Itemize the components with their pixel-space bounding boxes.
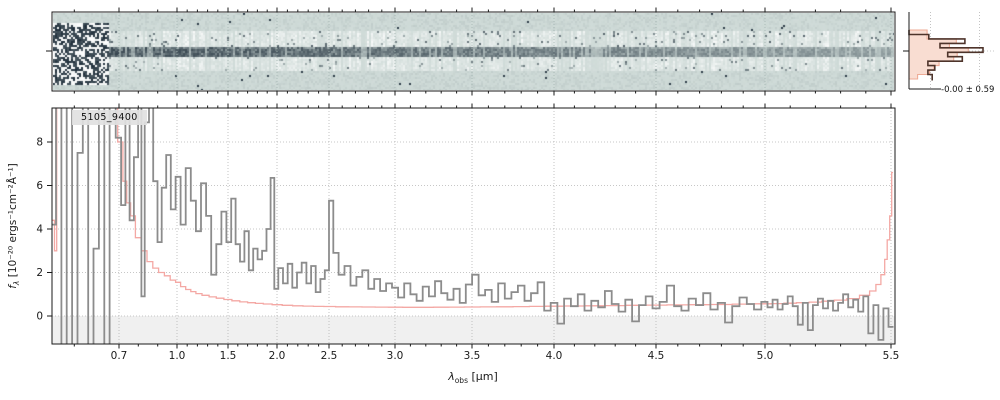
tick-labels: 0.7 1.0 1.5 2.0 2.5 3.0 3.5 4.0 4.5 5.0 5.5 0 2 4 6 8: [36, 137, 899, 362]
x-tick-label: 3.0: [387, 350, 404, 362]
x-axis-label-subscript: obs: [454, 376, 468, 386]
hist-data-line: [908, 30, 984, 81]
hist-model-fill: [908, 29, 969, 80]
x-axis-label: λobs [μm]: [373, 370, 573, 385]
x-tick-label: 0.7: [111, 350, 128, 362]
spectrum-lines: [52, 108, 894, 344]
error-line: [52, 108, 893, 308]
y-axis-label-subscript: λ: [12, 280, 22, 286]
x-tick-label: 2.5: [321, 350, 338, 362]
y-axis-label-units: [10⁻²⁰ ergs⁻¹cm⁻²Å⁻¹]: [7, 163, 19, 281]
y-tick-label: 2: [36, 267, 43, 279]
source-id-label: 5105_9400: [72, 110, 147, 126]
x-axis-label-units: [μm]: [467, 370, 498, 383]
x-tick-label: 1.5: [220, 350, 237, 362]
below-zero-shading: [52, 316, 895, 344]
x-tick-label: 2.0: [269, 350, 286, 362]
gridlines: [52, 12, 995, 344]
flux-line: [52, 108, 894, 344]
x-tick-label: 4.0: [546, 350, 563, 362]
y-tick-label: 8: [36, 137, 43, 149]
y-tick-label: 4: [36, 224, 43, 236]
y-axis-label-symbol: f: [7, 285, 19, 289]
2d-panel-frame: [51, 11, 896, 92]
x-tick-label: 4.5: [648, 350, 665, 362]
x-axis-label-symbol: λ: [448, 370, 455, 383]
x-tick-label: 1.0: [169, 350, 186, 362]
main-panel-frame: [51, 107, 896, 345]
y-tick-label: 0: [36, 311, 43, 323]
y-tick-label: 6: [36, 180, 43, 192]
x-tick-label: 5.0: [757, 350, 774, 362]
spectrum-2d-image: [53, 13, 894, 90]
axis-ticks: [46, 7, 892, 349]
x-tick-label: 5.5: [883, 350, 900, 362]
x-tick-label: 3.5: [464, 350, 481, 362]
histogram-stat-label: -0.00 ± 0.59: [941, 85, 995, 95]
y-axis-label: fλ [10⁻²⁰ ergs⁻¹cm⁻²Å⁻¹]: [7, 81, 21, 371]
